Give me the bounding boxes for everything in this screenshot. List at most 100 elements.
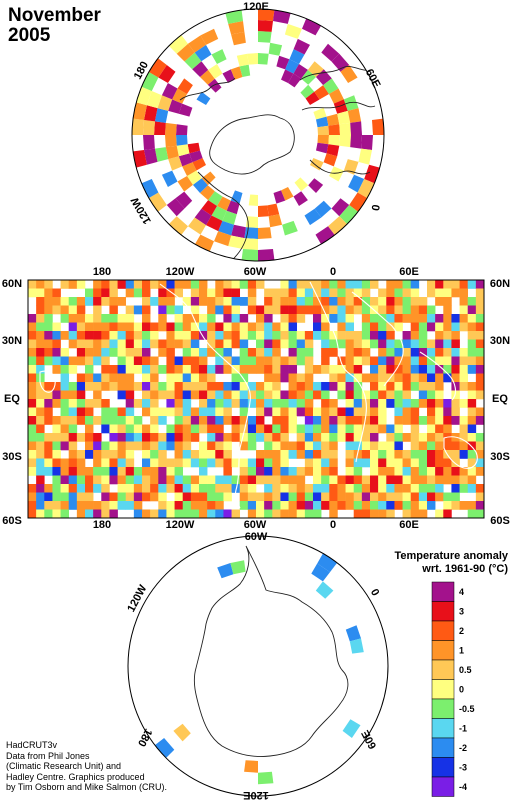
grid-cell: [142, 475, 151, 485]
grid-cell: [223, 322, 232, 332]
grid-cell: [370, 458, 379, 468]
grid-cell: [76, 356, 86, 366]
grid-cell: [150, 467, 159, 476]
grid-cell: [60, 365, 70, 374]
grid-cell: [280, 407, 289, 417]
grid-cell: [60, 492, 70, 502]
grid-cell: [256, 305, 265, 315]
polar-cell: [331, 198, 350, 217]
grid-cell: [329, 348, 338, 357]
grid-cell: [190, 331, 200, 340]
grid-cell: [386, 501, 395, 510]
grid-cell: [133, 424, 143, 434]
grid-cell: [28, 407, 37, 417]
grid-cell: [467, 424, 477, 434]
grid-cell: [264, 399, 273, 408]
polar-cell: [258, 9, 275, 21]
grid-cell: [190, 501, 200, 510]
grid-cell: [353, 331, 363, 340]
grid-cell: [101, 458, 110, 468]
grid-cell: [68, 331, 78, 340]
lat-label-right-eq: EQ: [492, 393, 508, 405]
grid-cell: [133, 331, 143, 340]
grid-cell: [44, 501, 53, 510]
grid-cell: [304, 450, 314, 459]
grid-cell: [288, 348, 298, 357]
grid-cell: [394, 441, 403, 451]
grid-cell: [272, 501, 281, 510]
grid-cell: [427, 373, 436, 383]
north-polar-outline: [131, 8, 385, 262]
grid-cell: [288, 467, 298, 476]
grid-cell: [76, 433, 86, 442]
grid-cell: [207, 475, 216, 485]
grid-cell: [280, 450, 289, 459]
grid-cell: [174, 501, 184, 510]
grid-cell: [52, 484, 61, 493]
credits-line-4: Hadley Centre. Graphics produced: [6, 771, 145, 782]
grid-cell: [378, 373, 387, 383]
grid-cell: [85, 288, 94, 298]
grid-cell: [345, 484, 355, 493]
grid-cell: [101, 475, 110, 485]
grid-cell: [459, 288, 469, 298]
grid-cell: [353, 441, 363, 451]
grid-cell: [28, 501, 37, 510]
grid-cell: [190, 458, 200, 468]
grid-cell: [337, 356, 346, 366]
grid-cell: [142, 424, 151, 434]
grid-cell: [337, 382, 346, 391]
grid-cell: [459, 475, 469, 485]
lon-label-top-180: 180: [93, 266, 111, 278]
grid-cell: [117, 373, 127, 383]
grid-cell: [353, 475, 363, 485]
grid-cell: [36, 399, 45, 408]
lat-label-right-30n: 30N: [490, 335, 510, 347]
grid-cell: [467, 339, 477, 349]
grid-cell: [272, 331, 281, 340]
grid-cell: [207, 314, 216, 323]
grid-cell: [394, 501, 403, 510]
grid-cell: [418, 331, 428, 340]
grid-cell: [158, 475, 167, 485]
grid-cell: [345, 373, 355, 383]
grid-cell: [85, 450, 94, 459]
grid-cell: [60, 467, 70, 476]
grid-cell: [264, 288, 273, 298]
grid-cell: [410, 467, 420, 476]
grid-cell: [410, 348, 420, 357]
grid-cell: [272, 348, 281, 357]
grid-cell: [361, 297, 371, 306]
polar-cell: [217, 563, 234, 579]
grid-cell: [475, 348, 485, 357]
grid-cell: [386, 475, 395, 485]
grid-cell: [36, 365, 45, 374]
grid-cell: [443, 339, 452, 349]
grid-cell: [304, 424, 314, 434]
polar-cell: [281, 187, 294, 201]
polar-cell: [172, 88, 187, 104]
grid-cell: [85, 297, 94, 306]
grid-cell: [109, 492, 118, 502]
polar-cell: [218, 220, 234, 236]
grid-cell: [418, 314, 428, 323]
grid-cell: [386, 356, 395, 366]
grid-cell: [378, 416, 387, 425]
grid-cell: [427, 467, 436, 476]
polar-cell: [196, 91, 211, 105]
grid-cell: [329, 399, 338, 408]
grid-cell: [125, 373, 135, 383]
grid-cell: [223, 416, 232, 425]
grid-cell: [361, 501, 371, 510]
grid-cell: [304, 433, 314, 442]
grid-cell: [313, 365, 322, 374]
grid-cell: [85, 467, 94, 476]
grid-cell: [182, 450, 192, 459]
grid-cell: [166, 297, 175, 306]
grid-cell: [329, 441, 338, 451]
polar-cell: [200, 28, 219, 45]
grid-cell: [435, 390, 444, 400]
grid-cell: [125, 322, 135, 332]
grid-cell: [256, 475, 265, 485]
grid-cell: [117, 356, 127, 366]
